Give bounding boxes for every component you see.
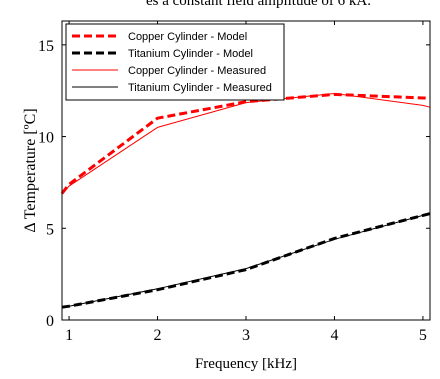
x-tick-label-3: 3 bbox=[242, 327, 250, 344]
axis-layer: 1 2 3 4 5 0 5 10 15 bbox=[38, 21, 430, 344]
y-tick-label-0: 0 bbox=[46, 313, 54, 330]
legend: Copper Cylinder - Model Titanium Cylinder… bbox=[65, 23, 285, 101]
y-tick-label-15: 15 bbox=[38, 38, 54, 55]
series-line-copper-cylinder-model bbox=[60, 92, 430, 195]
legend-label-2: Copper Cylinder - Measured bbox=[128, 65, 266, 77]
legend-label-1: Titanium Cylinder - Model bbox=[128, 48, 253, 60]
legend-label-3: Titanium Cylinder - Measured bbox=[128, 82, 272, 94]
y-axis-label: Δ Temperature [ºC] bbox=[22, 108, 39, 232]
x-axis-label: Frequency [kHz] bbox=[195, 356, 297, 372]
x-tick-label-4: 4 bbox=[330, 327, 338, 344]
series-line-titanium-cylinder-measured bbox=[61, 213, 431, 308]
y-tick-label-10: 10 bbox=[38, 130, 54, 147]
caption-fragment: es a constant field amplitude of 6 kA. bbox=[146, 0, 371, 9]
x-tick-label-2: 2 bbox=[154, 327, 162, 344]
x-tick-label-5: 5 bbox=[419, 327, 427, 344]
legend-label-0: Copper Cylinder - Model bbox=[128, 31, 247, 43]
series-line-copper-cylinder-measured bbox=[61, 93, 431, 195]
x-tick-label-1: 1 bbox=[65, 327, 73, 344]
legend-items: Copper Cylinder - Model Titanium Cylinder… bbox=[72, 31, 272, 94]
y-tick-label-5: 5 bbox=[46, 221, 54, 238]
series-line-titanium-cylinder-model bbox=[61, 212, 431, 309]
series-layer bbox=[60, 92, 431, 309]
